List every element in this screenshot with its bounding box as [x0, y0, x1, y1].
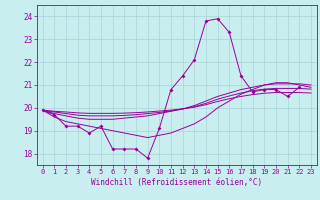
X-axis label: Windchill (Refroidissement éolien,°C): Windchill (Refroidissement éolien,°C)	[91, 178, 262, 187]
